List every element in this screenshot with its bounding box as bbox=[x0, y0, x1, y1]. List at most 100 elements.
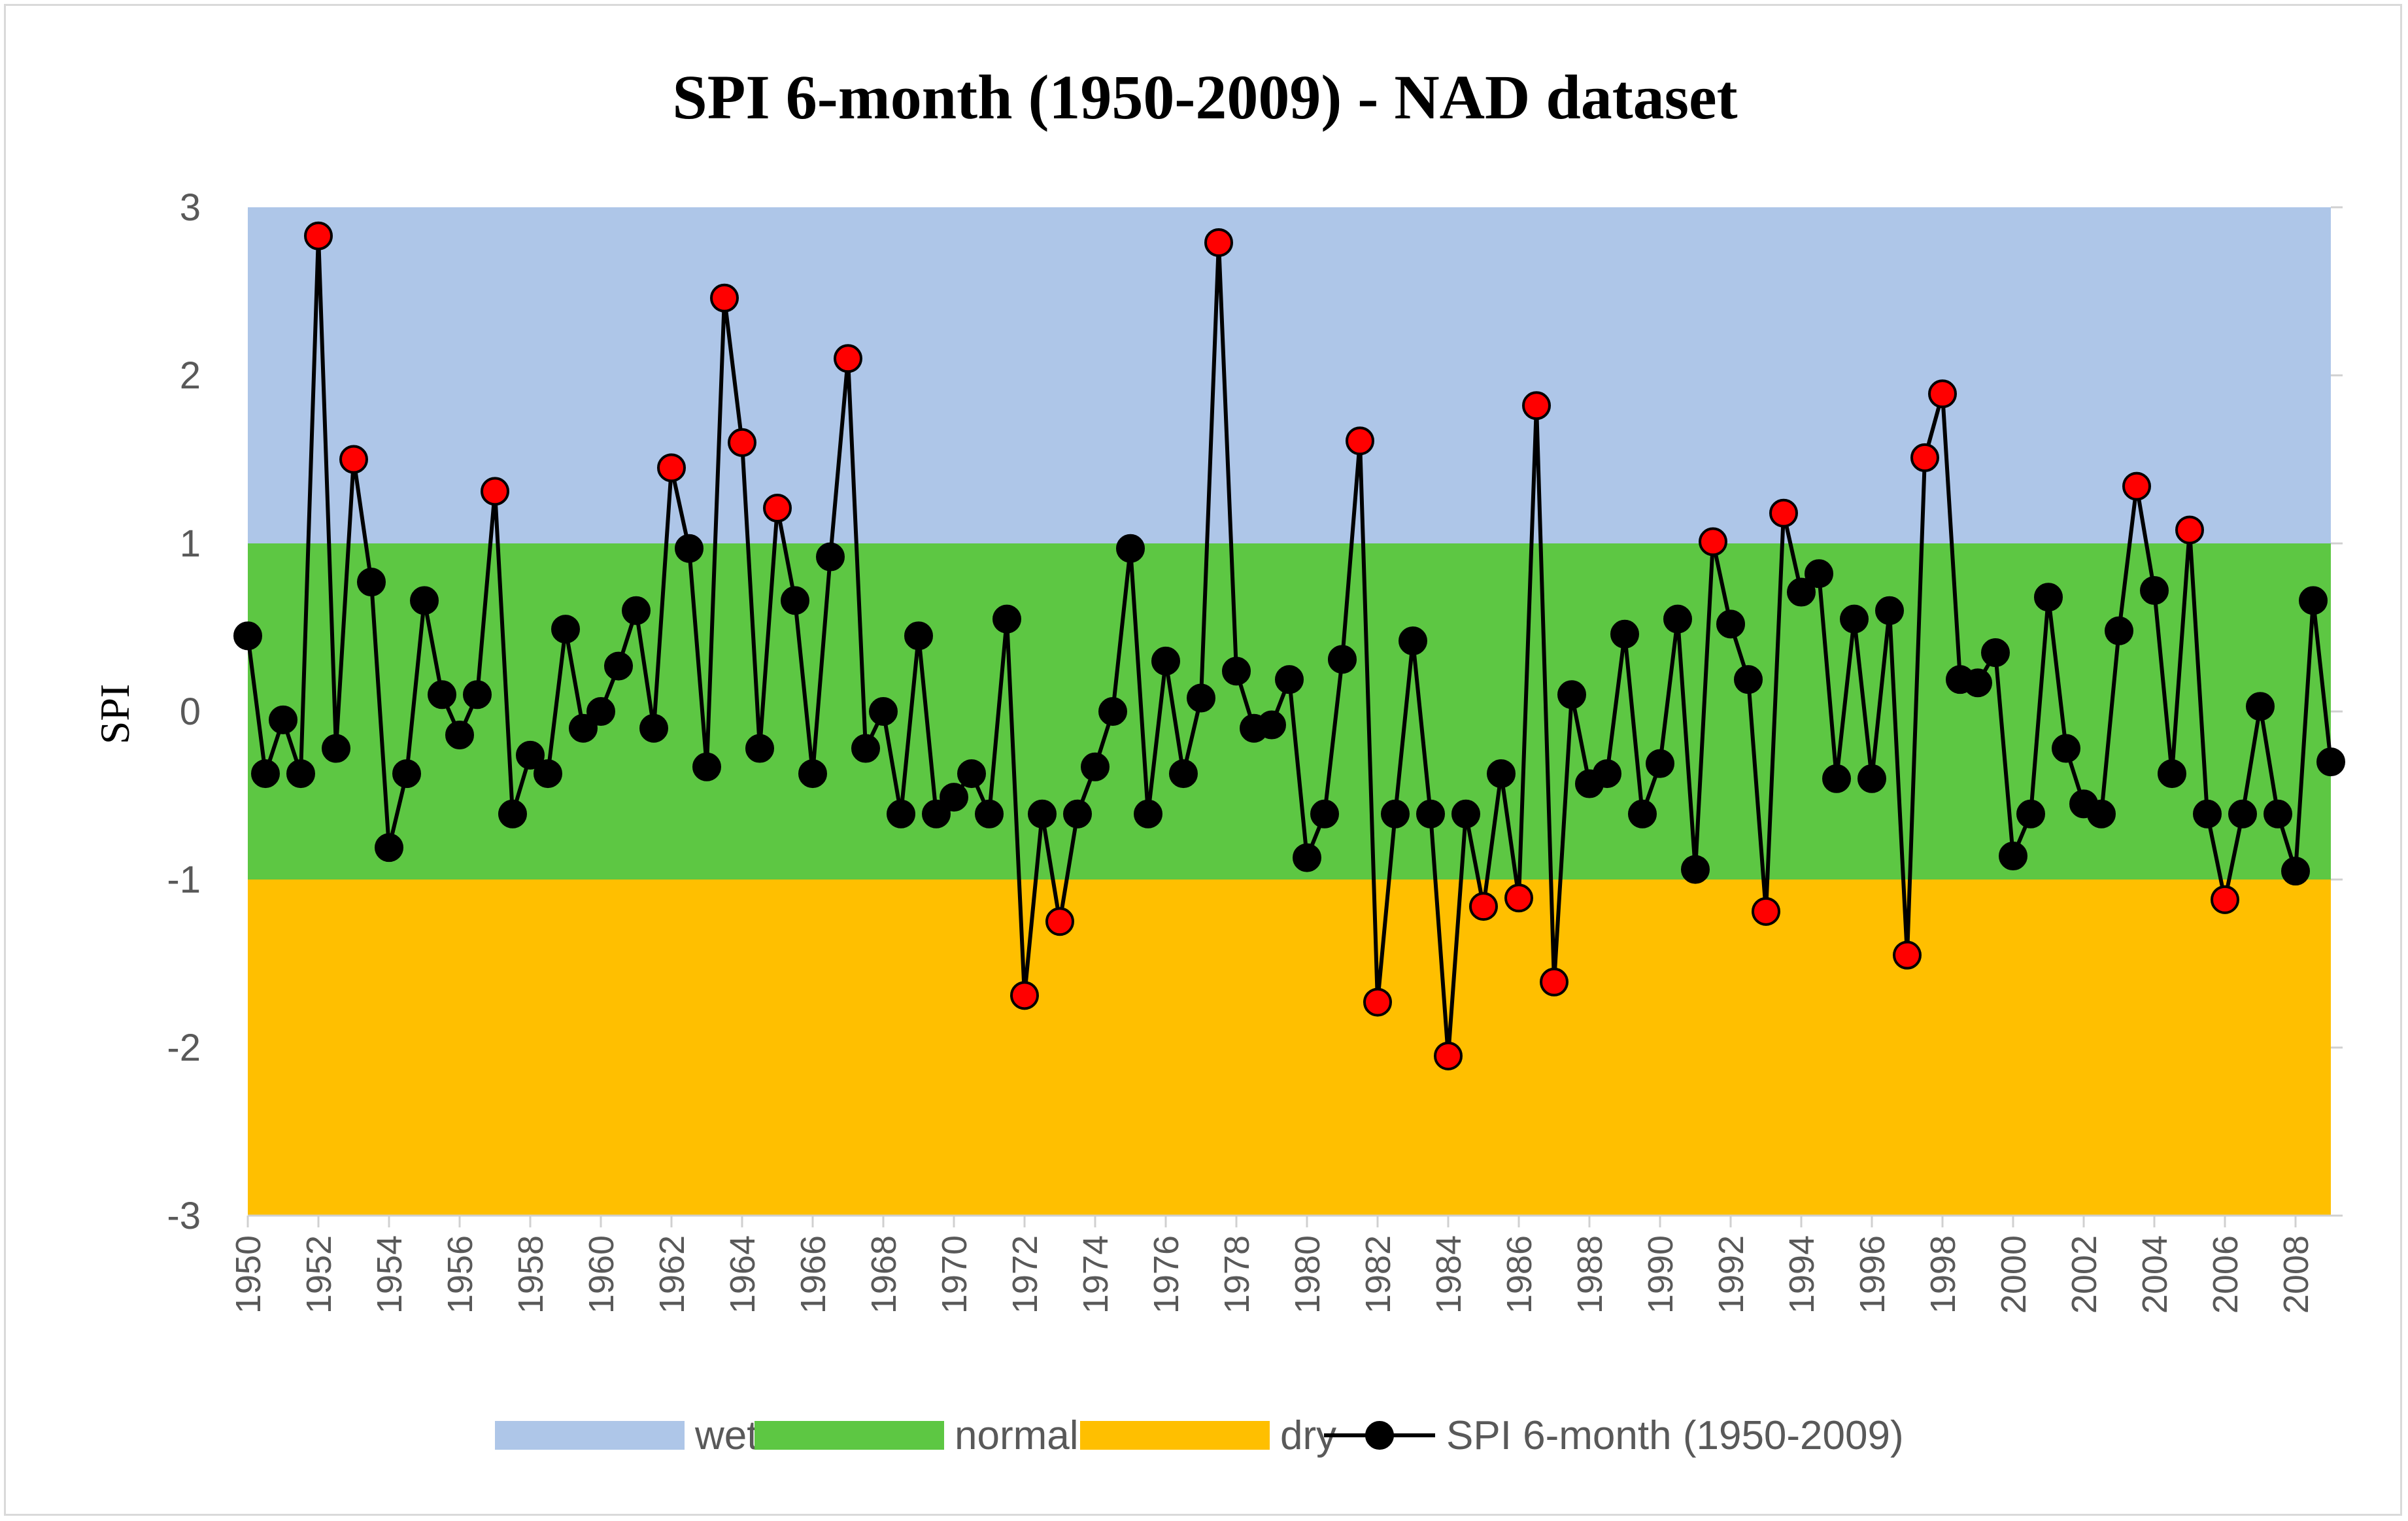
x-tick-label: 1984 bbox=[1429, 1235, 1468, 1314]
data-point bbox=[869, 697, 898, 726]
data-point bbox=[339, 445, 368, 474]
x-tick-label: 1982 bbox=[1359, 1235, 1398, 1314]
x-tick-label: 1996 bbox=[1853, 1235, 1892, 1314]
data-point bbox=[1752, 897, 1780, 926]
data-point bbox=[1151, 646, 1180, 675]
data-point bbox=[728, 428, 756, 457]
data-point bbox=[1840, 604, 1869, 634]
data-point bbox=[992, 604, 1021, 634]
data-point bbox=[1522, 391, 1551, 420]
data-point bbox=[745, 734, 774, 763]
data-point bbox=[2052, 734, 2080, 763]
x-tick-label: 1986 bbox=[1500, 1235, 1539, 1314]
data-point bbox=[481, 477, 509, 506]
y-axis-label: SPI bbox=[92, 684, 138, 745]
data-point bbox=[1928, 379, 1957, 409]
data-point bbox=[1646, 749, 1674, 778]
data-point bbox=[1134, 799, 1162, 829]
data-point bbox=[1981, 638, 2010, 668]
data-point bbox=[1999, 842, 2027, 871]
data-point bbox=[569, 713, 598, 743]
data-point bbox=[1257, 710, 1286, 740]
x-tick-label: 1988 bbox=[1570, 1235, 1610, 1314]
data-point bbox=[1363, 987, 1392, 1017]
data-point bbox=[322, 734, 350, 763]
data-point bbox=[1805, 559, 1833, 589]
x-tick-label: 1978 bbox=[1217, 1235, 1257, 1314]
x-tick-label: 2008 bbox=[2277, 1235, 2316, 1314]
data-point bbox=[798, 759, 827, 789]
x-axis-ticks: 1950 1952 1954 1956 1958 1960 1962 1964 1966 1968… bbox=[229, 1214, 2343, 1314]
data-point bbox=[2122, 471, 2151, 501]
data-point bbox=[2299, 586, 2328, 615]
data-point bbox=[1346, 426, 1374, 456]
data-point bbox=[657, 453, 686, 483]
y-tick-label: 2 bbox=[180, 354, 201, 397]
data-point bbox=[1610, 619, 1639, 649]
x-tick-label: 1994 bbox=[1782, 1235, 1822, 1314]
data-point bbox=[692, 752, 721, 781]
legend-label: wet bbox=[694, 1413, 758, 1458]
data-point bbox=[251, 759, 280, 789]
x-tick-label: 1964 bbox=[723, 1235, 762, 1314]
data-point bbox=[375, 833, 403, 863]
data-point bbox=[1557, 680, 1586, 709]
data-point bbox=[445, 720, 474, 749]
data-point bbox=[940, 783, 968, 812]
data-point bbox=[1169, 759, 1198, 789]
data-point bbox=[463, 680, 492, 709]
data-point bbox=[1716, 609, 1745, 639]
data-point bbox=[2193, 799, 2222, 829]
x-tick-label: 2000 bbox=[1994, 1235, 2033, 1314]
band-wet bbox=[248, 207, 2331, 543]
x-tick-label: 1968 bbox=[864, 1235, 904, 1314]
data-point bbox=[1734, 665, 1763, 694]
y-tick-label: 3 bbox=[180, 186, 201, 229]
data-point bbox=[1275, 665, 1304, 694]
data-point bbox=[269, 705, 297, 734]
data-point bbox=[887, 799, 915, 829]
data-point bbox=[1857, 764, 1886, 793]
x-tick-label: 1992 bbox=[1712, 1235, 1751, 1314]
x-tick-label: 1976 bbox=[1147, 1235, 1186, 1314]
data-point bbox=[1399, 626, 1427, 656]
data-point bbox=[1875, 596, 1904, 625]
data-point bbox=[286, 759, 315, 789]
x-tick-label: 1998 bbox=[1924, 1235, 1963, 1314]
y-tick-label: -1 bbox=[167, 859, 201, 901]
data-point bbox=[1045, 907, 1074, 936]
data-point bbox=[392, 759, 421, 789]
x-tick-label: 1970 bbox=[935, 1235, 974, 1314]
legend: wet normal dry SPI 6-month (1950-2009) bbox=[495, 1413, 1904, 1458]
data-point bbox=[1204, 228, 1233, 257]
chart-svg: SPI 6-month (1950-2009) - NAD dataset SP… bbox=[92, 62, 2345, 1458]
data-point bbox=[975, 799, 1004, 829]
data-point bbox=[410, 586, 439, 615]
legend-swatch-wet bbox=[495, 1421, 685, 1450]
data-point bbox=[1540, 967, 1569, 997]
data-point bbox=[1593, 759, 1621, 789]
data-point bbox=[763, 494, 792, 523]
y-tick-label: -2 bbox=[167, 1027, 201, 1069]
data-point bbox=[1328, 645, 1357, 674]
data-point bbox=[304, 221, 333, 250]
data-point bbox=[2281, 857, 2310, 886]
data-point bbox=[2264, 799, 2292, 829]
data-point bbox=[2175, 515, 2204, 545]
y-tick-label: 0 bbox=[180, 691, 201, 733]
background-bands bbox=[248, 207, 2331, 1216]
data-point bbox=[851, 734, 880, 763]
data-point bbox=[1063, 799, 1092, 829]
x-tick-label: 2006 bbox=[2206, 1235, 2245, 1314]
data-series bbox=[233, 221, 2345, 1070]
data-point bbox=[834, 344, 862, 373]
data-point bbox=[2034, 583, 2063, 612]
data-point bbox=[816, 542, 845, 572]
band-normal bbox=[248, 543, 2331, 880]
y-tick-label: -3 bbox=[167, 1195, 201, 1237]
data-point bbox=[2211, 885, 2239, 914]
y-tick-label: 1 bbox=[180, 522, 201, 565]
data-point bbox=[1910, 443, 1939, 472]
data-point bbox=[1963, 668, 1992, 698]
data-point bbox=[1451, 799, 1480, 829]
